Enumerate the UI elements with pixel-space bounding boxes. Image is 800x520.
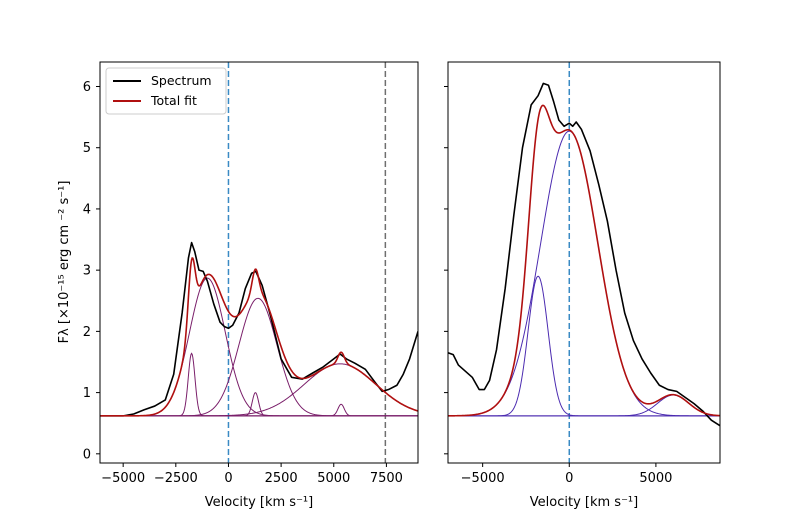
left-y-tick-label: 1 — [83, 386, 91, 401]
right-component-2 — [448, 394, 720, 417]
left-component-3 — [100, 392, 418, 417]
left-x-axis-label: Velocity [km s⁻¹] — [205, 495, 313, 510]
left-x-tick-label: 7500 — [370, 471, 403, 486]
left-y-tick-label: 6 — [83, 80, 91, 95]
legend-total-fit-label: Total fit — [150, 93, 197, 108]
left-x-tick-label: −5000 — [101, 471, 145, 486]
legend-box — [105, 67, 227, 115]
right-component-1 — [448, 130, 720, 417]
right-spectrum-line — [448, 82, 720, 427]
legend: Spectrum Total fit — [105, 67, 227, 115]
right-x-axis-label: Velocity [km s⁻¹] — [530, 495, 638, 510]
left-x-tick-label: 0 — [224, 471, 232, 486]
right-plot-frame — [447, 61, 721, 464]
y-axis-label: Fλ [×10⁻¹⁵ erg cm ⁻² s⁻¹] — [57, 181, 72, 344]
left-y-tick-label: 5 — [83, 141, 91, 156]
left-component-2 — [100, 297, 418, 417]
left-component-5 — [100, 403, 418, 417]
right-panel: −5000 0 5000 Velocity [km s⁻¹] — [444, 61, 721, 510]
left-x-tick-label: 2500 — [265, 471, 298, 486]
left-y-tick-label: 2 — [83, 325, 91, 340]
left-x-tick-label: 5000 — [317, 471, 350, 486]
right-x-tick-label: 0 — [565, 471, 573, 486]
left-x-tick-label: −2500 — [154, 471, 198, 486]
left-spectrum-line — [100, 241, 418, 417]
right-total-fit-line — [448, 104, 720, 417]
right-x-tick-label: 5000 — [639, 471, 672, 486]
left-panel: −5000 −2500 0 2500 5000 7500 0 1 2 3 4 5 6 Velocity… — [57, 61, 419, 510]
right-component-0 — [448, 275, 720, 417]
left-y-tick-label: 4 — [83, 202, 91, 217]
left-component-1 — [100, 352, 418, 417]
left-total-fit-line — [100, 257, 418, 417]
left-y-tick-label: 0 — [83, 447, 91, 462]
right-x-tick-label: −5000 — [461, 471, 505, 486]
legend-spectrum-label: Spectrum — [151, 73, 212, 88]
left-plot-frame — [99, 61, 419, 464]
left-y-tick-label: 3 — [83, 264, 91, 279]
